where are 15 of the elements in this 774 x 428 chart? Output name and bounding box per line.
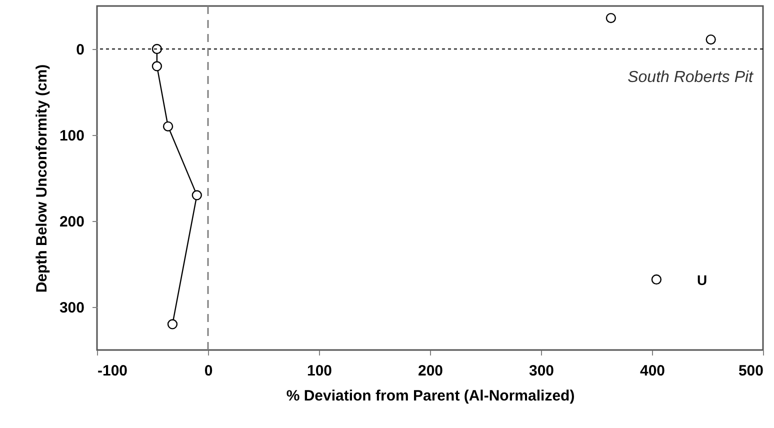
x-tick-label: 200	[418, 362, 444, 380]
y-tick-label: 300	[59, 300, 84, 316]
y-tick-label: 200	[59, 214, 84, 230]
annotation: South Roberts Pit	[628, 69, 754, 86]
y-tick-label: 0	[76, 42, 84, 58]
x-tick-label: 100	[306, 362, 332, 380]
x-tick-label: 500	[738, 362, 764, 380]
y-axis-title: Depth Below Unconformity (cm)	[33, 64, 50, 293]
y-tick-label: 100	[59, 128, 84, 144]
x-tick-label: 300	[528, 362, 554, 380]
x-tick-label: 400	[640, 362, 666, 380]
x-tick-label: -100	[98, 362, 128, 380]
x-axis-title: % Deviation from Parent (Al-Normalized)	[286, 388, 575, 404]
annotation: U	[696, 272, 708, 288]
x-tick-label: 0	[204, 362, 213, 380]
